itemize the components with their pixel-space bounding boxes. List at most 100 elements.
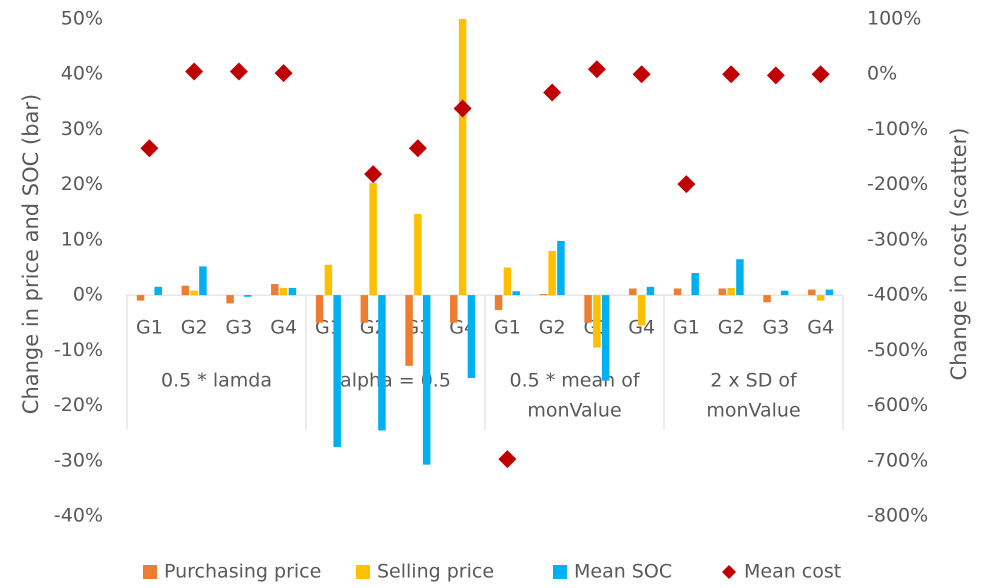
x-tick-label: G4 xyxy=(807,317,834,339)
bar xyxy=(557,240,565,296)
legend-marker xyxy=(143,565,157,579)
bar xyxy=(243,295,252,297)
bar xyxy=(333,295,341,447)
bar xyxy=(288,287,297,296)
bar xyxy=(503,267,512,296)
bar xyxy=(315,295,324,323)
bar xyxy=(601,295,610,381)
x-tick-label: G1 xyxy=(136,317,163,339)
bar xyxy=(593,295,601,348)
legend-label: Mean SOC xyxy=(574,561,672,583)
bar xyxy=(548,250,556,296)
scatter-point xyxy=(498,450,517,469)
y-tick-label: -40% xyxy=(54,505,103,527)
bar xyxy=(360,295,369,323)
scatter-point xyxy=(632,65,651,84)
group-label: monValue xyxy=(706,400,800,422)
bar xyxy=(378,295,386,431)
bar xyxy=(808,289,816,296)
scatter-point xyxy=(185,62,204,81)
bar xyxy=(646,286,655,296)
scatter-point xyxy=(453,99,472,118)
y-tick-label: 50% xyxy=(61,8,103,30)
x-tick-label: G2 xyxy=(539,317,566,339)
bar xyxy=(691,273,699,296)
x-tick-label: G4 xyxy=(628,317,655,339)
bar xyxy=(736,259,744,296)
group-label: 0.5 * lamda xyxy=(161,370,272,392)
x-tick-label: G3 xyxy=(225,317,252,339)
y2-tick-label: -300% xyxy=(867,228,928,250)
scatter-point xyxy=(408,139,427,158)
x-tick-label: G1 xyxy=(494,317,521,339)
bar xyxy=(279,287,288,296)
bar xyxy=(136,295,145,301)
y-axis-title: Change in price and SOC (bar) xyxy=(19,94,43,414)
group-label: alpha = 0.5 xyxy=(340,370,451,392)
scatter-point xyxy=(274,64,293,83)
y2-tick-label: -400% xyxy=(867,284,928,306)
scatter-point xyxy=(543,83,562,102)
bar xyxy=(369,183,377,296)
y-tick-label: 10% xyxy=(61,228,103,250)
legend-marker xyxy=(356,565,370,579)
legend-label: Mean cost xyxy=(744,561,841,583)
y2-tick-label: -100% xyxy=(867,118,928,140)
y2-axis-title: Change in cost (scatter) xyxy=(947,128,971,381)
bar xyxy=(405,295,413,366)
bar xyxy=(422,295,431,465)
bar xyxy=(780,290,789,296)
bar xyxy=(727,287,735,296)
y-tick-label: -30% xyxy=(54,449,103,471)
bar xyxy=(199,266,207,296)
legend-marker xyxy=(553,565,567,579)
bar xyxy=(673,288,682,296)
y-tick-label: 0% xyxy=(73,284,103,306)
bar xyxy=(718,288,727,296)
bar xyxy=(816,295,825,301)
y2-tick-label: -700% xyxy=(867,449,928,471)
group-label: 0.5 * mean of xyxy=(509,370,640,392)
legend-label: Selling price xyxy=(377,561,494,583)
y2-tick-label: -800% xyxy=(867,505,928,527)
y2-tick-label: -600% xyxy=(867,394,928,416)
scatter-point xyxy=(811,65,830,84)
y-tick-label: -10% xyxy=(54,339,103,361)
scatter-point xyxy=(766,66,785,85)
scatter-point xyxy=(722,65,741,84)
bar xyxy=(637,295,646,326)
y2-tick-label: -200% xyxy=(867,173,928,195)
bar xyxy=(190,290,198,296)
x-tick-label: G1 xyxy=(673,317,700,339)
bar xyxy=(825,289,834,296)
y-tick-label: -20% xyxy=(54,394,103,416)
y2-tick-label: 0% xyxy=(867,63,897,85)
bar xyxy=(181,285,190,296)
y2-tick-label: 100% xyxy=(867,8,921,30)
group-label: monValue xyxy=(527,400,621,422)
bar xyxy=(450,295,458,323)
bar xyxy=(324,264,333,296)
bar xyxy=(539,294,548,296)
y-tick-label: 20% xyxy=(61,173,103,195)
group-label: 2 x SD of xyxy=(710,370,798,392)
bar xyxy=(494,295,503,311)
x-tick-label: G2 xyxy=(181,317,208,339)
y2-tick-label: -500% xyxy=(867,339,928,361)
bar xyxy=(271,284,279,296)
bar xyxy=(226,295,234,304)
bar xyxy=(763,295,771,303)
bar xyxy=(467,295,476,378)
bar xyxy=(154,286,162,296)
scatter-point xyxy=(364,165,383,184)
legend-label: Purchasing price xyxy=(164,561,321,583)
scatter-point xyxy=(140,139,159,158)
scatter-point xyxy=(229,62,248,81)
y-tick-label: 30% xyxy=(61,118,103,140)
scatter-point xyxy=(587,60,606,79)
bar xyxy=(414,213,422,296)
bar xyxy=(512,291,520,296)
bar xyxy=(584,295,592,323)
x-tick-label: G2 xyxy=(718,317,745,339)
